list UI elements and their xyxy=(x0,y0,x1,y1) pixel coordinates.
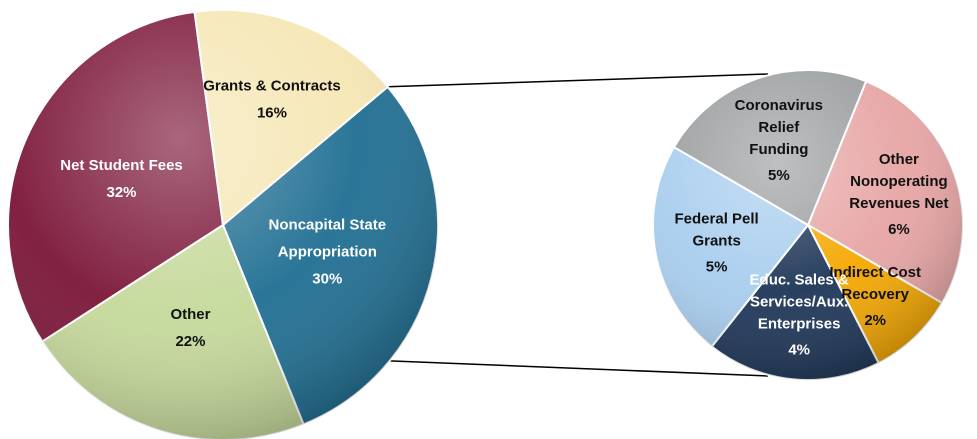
slice-name-coronavirus-relief-funding: Coronavirus xyxy=(735,97,823,114)
slice-name-other-nonoperating-revenues-net: Nonoperating xyxy=(850,173,948,190)
slice-name-educ-sales-services-aux-enterprises: Enterprises xyxy=(758,316,841,333)
slice-percent-educ-sales-services-aux-enterprises: 4% xyxy=(788,342,810,359)
slice-percent-grants-contracts: 16% xyxy=(257,104,287,121)
slice-label-coronavirus-relief-funding: Coronavirus Relief Funding 5% xyxy=(735,97,823,184)
slice-percent-indirect-cost-recovery: 2% xyxy=(864,312,886,329)
slice-name-indirect-cost-recovery: Recovery xyxy=(841,286,909,303)
slice-name-coronavirus-relief-funding: Funding xyxy=(749,141,808,158)
slice-label-educ-sales-services-aux-enterprises: Educ. Sales & Services/Aux. Enterprises 4% xyxy=(750,272,849,359)
slice-label-other: Other 22% xyxy=(170,306,210,350)
slice-label-noncapital-state-appropriation: Noncapital State Appropriation 30% xyxy=(269,216,387,287)
slice-name-educ-sales-services-aux-enterprises: Educ. Sales & xyxy=(750,272,849,289)
slice-name-federal-pell-grants: Grants xyxy=(692,233,740,250)
slice-name-noncapital-state-appropriation: Appropriation xyxy=(278,243,377,260)
slice-percent-other-nonoperating-revenues-net: 6% xyxy=(888,221,910,238)
slice-label-grants-contracts: Grants & Contracts 16% xyxy=(203,77,341,121)
slice-name-educ-sales-services-aux-enterprises: Services/Aux. xyxy=(750,294,848,311)
slice-percent-net-student-fees: 32% xyxy=(106,184,136,201)
slice-name-federal-pell-grants: Federal Pell xyxy=(675,211,759,228)
secondary-pie: Other Nonoperating Revenues Net 6% Indirect … xyxy=(652,69,964,381)
connector-line-top xyxy=(387,73,769,88)
slice-name-other-nonoperating-revenues-net: Other xyxy=(879,151,919,168)
slice-label-net-student-fees: Net Student Fees 32% xyxy=(60,157,183,201)
slice-name-other-nonoperating-revenues-net: Revenues Net xyxy=(849,195,948,212)
slice-name-other: Other xyxy=(170,306,210,323)
slice-name-grants-contracts: Grants & Contracts xyxy=(203,77,341,94)
slice-percent-federal-pell-grants: 5% xyxy=(706,259,728,276)
slice-name-indirect-cost-recovery: Indirect Cost xyxy=(829,264,921,281)
slice-label-indirect-cost-recovery: Indirect Cost Recovery 2% xyxy=(829,264,921,329)
main-pie: Noncapital State Appropriation 30% Other 22%… xyxy=(7,9,439,439)
connector-line-bottom xyxy=(389,360,769,377)
slice-label-other-nonoperating-revenues-net: Other Nonoperating Revenues Net 6% xyxy=(849,151,948,238)
slice-name-noncapital-state-appropriation: Noncapital State xyxy=(269,216,387,233)
slice-name-coronavirus-relief-funding: Relief xyxy=(758,119,800,136)
slice-percent-other: 22% xyxy=(175,333,205,350)
slice-name-net-student-fees: Net Student Fees xyxy=(60,157,183,174)
slice-label-federal-pell-grants: Federal Pell Grants 5% xyxy=(675,211,759,276)
slice-percent-coronavirus-relief-funding: 5% xyxy=(768,167,790,184)
slice-percent-noncapital-state-appropriation: 30% xyxy=(312,270,342,287)
